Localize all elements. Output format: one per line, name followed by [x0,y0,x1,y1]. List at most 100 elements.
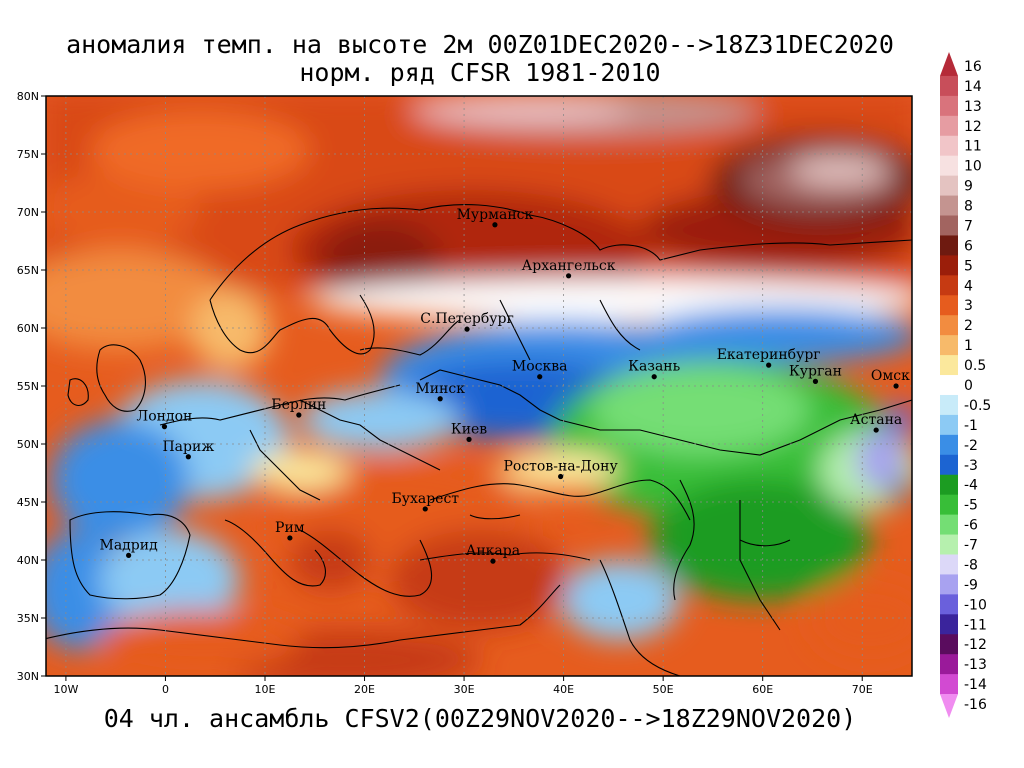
colorbar-swatch [940,414,958,436]
lat-tick-label: 70N [17,206,39,219]
colorbar-swatch [940,674,958,695]
city-dot [464,326,470,332]
city-label: Берлин [271,397,326,413]
latitude-axis: 30N 35N 40N 45N 50N 55N 60N 65N 70N 75N 80N [17,90,46,683]
colorbar-label: 9 [964,179,973,195]
colorbar-swatch [940,394,958,416]
colorbar-label: -3 [964,458,978,474]
colorbar-swatch [940,634,958,655]
colorbar-label: 16 [964,59,982,75]
colorbar-swatch [940,494,958,516]
city-label: Омск [871,368,910,384]
colorbar-swatch [940,614,958,635]
city-dot [185,454,191,460]
colorbar-swatch [940,115,958,137]
city-label: Ростов-на-Дону [503,458,618,474]
city-label: Рим [275,520,305,536]
colorbar-label: -13 [964,657,987,673]
city-dot [287,535,293,541]
lat-tick-label: 80N [17,90,39,103]
city-label: Лондон [137,409,193,425]
city-label: Бухарест [391,491,459,507]
lon-tick-label: 70E [852,683,873,696]
lat-tick-label: 40N [17,554,39,567]
colorbar-label: -10 [964,597,987,613]
colorbar-label: 10 [964,159,982,175]
city-dot [296,412,302,418]
colorbar-swatch [940,295,958,316]
colorbar-swatch [940,52,958,76]
lon-tick-label: 50E [653,683,674,696]
colorbar-label: 5 [964,258,973,274]
lon-tick-label: 40E [553,683,574,696]
colorbar: 16 14 13 12 11 10 9 8 7 6 5 4 3 2 1 0.5 0 -0.5 -1 -2 -3 -4 -5 -… [940,52,991,718]
city-dot [437,396,443,402]
lat-tick-label: 50N [17,438,39,451]
colorbar-swatch [940,355,958,376]
colorbar-label: 1 [964,338,973,354]
graticule [46,96,912,676]
city-dot [537,374,543,380]
city-dot [422,506,428,512]
colorbar-swatch [940,514,958,536]
city-dot [812,378,819,384]
colorbar-label: -4 [964,478,978,494]
colorbar-label: 0 [964,378,973,394]
colorbar-swatch [940,75,958,97]
lon-tick-label: 20E [354,683,375,696]
city-label: С.Петербург [420,311,514,327]
colorbar-swatch [940,215,958,236]
colorbar-swatch [940,594,958,615]
city-label: Киев [451,421,487,437]
city-dot [651,374,657,380]
city-dot [565,273,572,279]
lat-tick-label: 65N [17,264,39,277]
colorbar-label: -12 [964,637,987,653]
colorbar-swatch [940,694,958,718]
lat-tick-label: 60N [17,322,39,335]
colorbar-label: -0.5 [964,398,991,414]
colorbar-label: 2 [964,318,973,334]
colorbar-swatch [940,574,958,595]
colorbar-label: -5 [964,498,978,514]
city-dot [873,427,879,433]
coastlines [46,204,912,676]
city-label: Анкара [466,543,520,559]
lat-tick-label: 55N [17,380,39,393]
colorbar-label: -9 [964,577,978,593]
lon-tick-label: 10E [255,683,276,696]
colorbar-label: -16 [964,697,987,713]
city-label: Мурманск [457,207,534,223]
colorbar-label: 4 [964,278,973,294]
lat-tick-label: 75N [17,148,39,161]
city-label: Минск [415,381,465,397]
temperature-field [46,96,912,676]
colorbar-swatch [940,175,958,197]
colorbar-swatch [940,534,958,555]
colorbar-label: -6 [964,518,978,534]
lat-tick-label: 45N [17,496,39,509]
colorbar-label: 14 [964,79,982,95]
city-dot [893,383,899,389]
colorbar-label: 8 [964,199,973,215]
lon-tick-label: 30E [454,683,475,696]
city-label: Екатеринбург [717,347,821,363]
colorbar-swatch [940,654,958,675]
city-label: Астана [850,412,902,428]
city-dot [161,424,168,430]
city-dot [766,362,772,368]
city-label: Архангельск [522,258,616,274]
city-label: Париж [162,439,214,455]
lat-tick-label: 30N [17,670,39,683]
map-title-line2: норм. ряд CFSR 1981-2010 [299,58,661,87]
colorbar-label: 3 [964,298,973,314]
colorbar-label: 11 [964,139,982,155]
map-title-line1: аномалия темп. на высоте 2м 00Z01DEC2020… [66,30,894,59]
colorbar-swatch [940,255,958,276]
city-label: Казань [628,359,680,375]
colorbar-label: -1 [964,418,978,434]
lon-tick-label: 0 [162,683,169,696]
colorbar-label: 7 [964,218,973,234]
city-label: Мадрид [100,537,159,553]
